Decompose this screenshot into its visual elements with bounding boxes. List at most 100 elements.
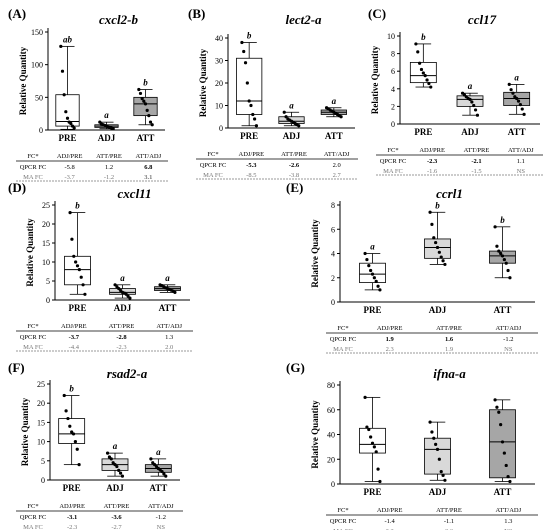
data-point	[369, 268, 373, 273]
box-att: a ATT	[503, 72, 531, 137]
table-row-label: MA FC	[23, 174, 43, 181]
data-point	[419, 67, 424, 72]
data-point	[504, 463, 508, 468]
y-axis-label: Relative Quantity	[20, 397, 30, 466]
y-tick-label: 4	[331, 250, 335, 259]
data-point	[520, 107, 524, 111]
table-header: ATT/PRE	[281, 151, 307, 158]
box-iqr	[55, 94, 80, 127]
data-point	[65, 116, 70, 120]
chart-title: ccl17	[468, 12, 497, 27]
significance-letter: a	[113, 441, 118, 451]
table-cell: -2.8	[116, 334, 127, 341]
data-point	[370, 441, 375, 445]
significance-letter: b	[247, 31, 252, 41]
table-cell: 1.3	[165, 334, 173, 341]
data-point	[243, 61, 248, 65]
table-cell: 1.6	[445, 336, 454, 343]
significance-letter: b	[69, 384, 74, 394]
table-header: FC*	[387, 147, 398, 154]
data-point	[499, 251, 503, 256]
y-axis-label: Relative Quantity	[198, 48, 208, 117]
data-point	[423, 74, 427, 78]
y-tick-label: 10	[387, 32, 395, 41]
table-row-label: MA FC	[23, 344, 43, 351]
table-header: ATT/ADJ	[148, 503, 174, 510]
chart-panel-d: (D) cxcl11 0 5 10 15 20 25 Relative Quantity b PRE…	[8, 180, 193, 352]
y-tick-label: 80	[327, 381, 335, 390]
fold-change-table: FC* ADJ/PRE ATT/PRE ATT/ADJ QPCR FC -5.3 -2.6 2…	[196, 151, 358, 180]
fold-change-table: FC* ADJ/PRE ATT/PRE ATT/ADJ QPCR FC -2.3 -2.1 1…	[376, 147, 543, 176]
table-cell: -2.6	[289, 162, 300, 169]
y-axis-label: Relative Quantity	[18, 46, 28, 115]
data-point	[138, 91, 143, 96]
data-point	[429, 85, 433, 89]
table-cell: -2.3	[67, 524, 77, 530]
table-header: ATT/PRE	[436, 325, 462, 332]
panel-label: (E)	[286, 180, 303, 195]
table-header: FC*	[207, 151, 218, 158]
y-axis-label: Relative Quantity	[310, 400, 320, 469]
data-point	[508, 479, 512, 484]
box-iqr	[424, 437, 451, 475]
data-point	[473, 108, 478, 112]
table-cell: -3.7	[69, 334, 80, 341]
table-cell: NS	[504, 346, 513, 353]
y-tick-label: 0	[331, 298, 335, 307]
table-row-label: QPCR FC	[380, 158, 407, 165]
data-point	[162, 472, 166, 476]
table-header: ADJ/PRE	[419, 147, 445, 154]
data-point	[137, 87, 141, 92]
table-cell: -1.2	[104, 174, 114, 181]
data-point	[432, 436, 436, 440]
table-cell: -2.3	[116, 344, 126, 351]
y-tick-label: 0	[391, 120, 395, 129]
y-tick-label: 20	[327, 455, 335, 464]
data-point	[508, 276, 512, 280]
box-adj: a ADJ	[109, 273, 136, 313]
data-point	[128, 296, 132, 300]
data-point	[468, 97, 472, 101]
box-adj: a ADJ	[456, 81, 484, 137]
x-tick-label: ADJ	[114, 303, 132, 313]
x-tick-label: ATT	[159, 303, 177, 313]
chart-panel-e: (E) ccrl1 0 2 4 6 8 Relative Quantity a PRE b ADJ b A…	[286, 180, 538, 354]
data-point	[437, 250, 441, 254]
data-point	[109, 457, 113, 461]
table-header: ATT/PRE	[436, 507, 462, 514]
data-point	[475, 113, 480, 117]
fold-change-table: FC* ADJ/PRE ATT/PRE ATT/ADJ QPCR FC 1.9 1.6 -1.…	[326, 325, 538, 354]
data-point	[372, 276, 376, 280]
table-header: ATT/PRE	[109, 323, 135, 330]
data-point	[68, 424, 72, 428]
table-header: FC*	[337, 507, 348, 514]
table-cell: 1.9	[386, 336, 395, 343]
data-point	[115, 464, 119, 469]
table-row-label: QPCR FC	[20, 514, 47, 521]
table-cell: -4.4	[69, 344, 80, 351]
x-tick-label: PRE	[69, 303, 87, 313]
table-header: ATT/ADJ	[496, 507, 522, 514]
data-point	[443, 478, 447, 482]
y-tick-label: 100	[31, 61, 43, 70]
y-tick-label: 60	[327, 406, 335, 415]
data-point	[500, 440, 505, 444]
table-header: ATT/ADJ	[508, 147, 534, 154]
data-point	[515, 96, 519, 101]
data-point	[72, 126, 76, 130]
table-cell: -8.5	[246, 172, 256, 179]
data-point	[506, 268, 510, 273]
data-point	[495, 405, 499, 409]
data-point	[72, 254, 76, 258]
table-cell: -3.7	[65, 174, 76, 181]
significance-letter: a	[104, 110, 109, 120]
data-point	[518, 103, 522, 107]
data-point	[428, 420, 432, 424]
box-adj: b ADJ	[424, 200, 451, 315]
table-cell: -2.1	[471, 158, 481, 165]
table-cell: -1.2	[156, 514, 166, 521]
data-point	[66, 416, 70, 421]
box-att: a ATT	[154, 273, 181, 313]
